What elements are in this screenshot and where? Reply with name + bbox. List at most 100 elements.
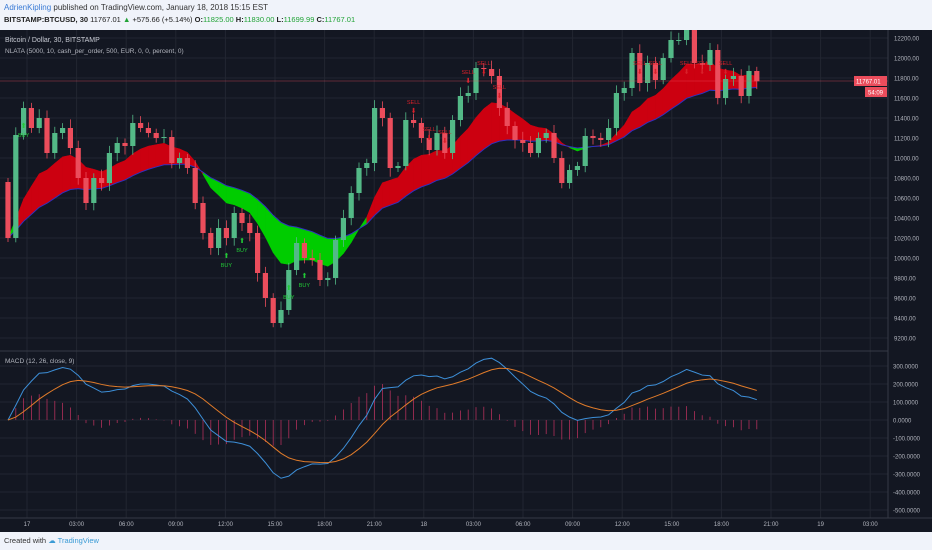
last-price-badge-text: 11767.01 xyxy=(856,80,881,86)
macd-title: MACD (12, 26, close, 9) xyxy=(5,358,74,365)
candle-up xyxy=(723,79,729,98)
sell-signal-label: SELL xyxy=(477,61,490,67)
open-value: 11825.00 xyxy=(202,15,234,24)
candle-up xyxy=(746,71,752,96)
price-tick-label: 11600.00 xyxy=(894,97,919,103)
candle-down xyxy=(559,158,565,183)
high-label: H: xyxy=(235,15,244,24)
arrow-up-icon: ⬆ xyxy=(301,272,307,280)
created-with: Created with xyxy=(4,536,47,545)
candle-down xyxy=(247,223,253,233)
macd-line xyxy=(7,357,757,479)
candle-up xyxy=(535,138,541,153)
candle-up xyxy=(348,193,354,218)
candle-up xyxy=(325,278,331,280)
sell-signal-label: SELL xyxy=(493,85,506,91)
arrow-down-icon: ⬇ xyxy=(426,134,432,142)
price-tick-label: 12000.00 xyxy=(894,57,920,63)
chart-canvas[interactable]: ⬆BUY⬆BUY⬆BUY⬆BUY⬆BUY⬇SELL⬇SELL⬇SELL⬇SELL… xyxy=(0,30,932,532)
candle-down xyxy=(520,140,526,143)
high-value: 11830.00 xyxy=(243,15,275,24)
candle-up xyxy=(629,53,635,88)
band-segment-bear xyxy=(389,177,399,206)
sell-signal-label: SELL xyxy=(461,70,474,76)
band-segment-bear xyxy=(116,160,126,183)
candle-down xyxy=(598,138,604,140)
buy-signal-label: BUY xyxy=(236,248,248,254)
macd-pane xyxy=(7,357,758,479)
candle-up xyxy=(395,166,401,168)
arrow-down-icon: ⬇ xyxy=(637,68,643,76)
arrow-down-icon: ⬇ xyxy=(652,68,658,76)
candle-down xyxy=(691,30,697,63)
candle-up xyxy=(13,135,19,238)
author-link[interactable]: AdrienKipling xyxy=(4,3,52,12)
band-segment-bear xyxy=(382,179,391,209)
candle-down xyxy=(44,118,50,153)
candle-down xyxy=(208,233,214,248)
candle-down xyxy=(590,136,596,138)
axes[interactable]: 12200.00 12000.00 11800.00 11600.00 11400.00… xyxy=(24,37,921,529)
candle-down xyxy=(169,137,175,163)
candle-down xyxy=(28,108,34,128)
candle-down xyxy=(738,76,744,96)
candle-up xyxy=(668,40,674,58)
footer: Created with ☁ TradingView xyxy=(4,536,99,545)
candle-down xyxy=(426,138,432,150)
band-segment-bull xyxy=(280,221,290,265)
candle-up xyxy=(676,40,682,41)
band-segment-bear xyxy=(647,94,656,123)
candle-down xyxy=(83,178,89,203)
time-tick-label: 15:00 xyxy=(267,522,283,528)
open-label: O: xyxy=(194,15,203,24)
candle-down xyxy=(99,178,105,183)
arrow-up-icon: ⬆ xyxy=(239,237,245,245)
candle-down xyxy=(715,50,721,98)
signals: ⬆BUY⬆BUY⬆BUY⬆BUY⬆BUY⬇SELL⬇SELL⬇SELL⬇SELL… xyxy=(18,61,732,301)
macd-tick-label: -500.0000 xyxy=(893,509,921,515)
candle-down xyxy=(223,228,229,238)
band-segment-bull xyxy=(226,185,235,206)
strategy-title: NLATA (5000, 10, cash_per_order, 500, EU… xyxy=(5,48,184,55)
time-tick-label: 09:00 xyxy=(565,522,581,528)
candle-up xyxy=(403,120,409,166)
time-tick-label: 06:00 xyxy=(119,522,135,528)
candle-down xyxy=(379,108,385,118)
band-segment-bear xyxy=(38,169,48,208)
price-tick-label: 10400.00 xyxy=(894,217,920,223)
candle-down xyxy=(317,260,323,280)
candle-up xyxy=(177,158,183,163)
tradingview-link[interactable]: TradingView xyxy=(57,536,99,545)
candle-up xyxy=(684,30,690,40)
candle-up xyxy=(130,123,136,146)
band-segment-bear xyxy=(155,142,165,168)
close-value: 11767.01 xyxy=(324,15,356,24)
band-segment-bear xyxy=(491,102,500,145)
candle-up xyxy=(278,310,284,323)
candle-down xyxy=(489,69,495,76)
candle-up xyxy=(730,76,736,79)
band-segment-bear xyxy=(421,153,430,188)
macd-tick-label: -300.0000 xyxy=(893,473,921,479)
price-change: +575.66 (+5.14%) xyxy=(132,15,193,24)
arrow-up-icon: ⬆ xyxy=(286,284,292,292)
published-text: published on TradingView.com, January 18… xyxy=(53,3,269,12)
candle-up xyxy=(613,93,619,128)
macd-tick-label: 100.0000 xyxy=(893,401,919,407)
buy-signal-label: BUY xyxy=(18,133,30,139)
candle-up xyxy=(372,108,378,163)
time-tick-label: 19 xyxy=(817,522,824,528)
candle-up xyxy=(707,50,713,65)
time-tick-label: 17 xyxy=(24,522,31,528)
band-segment-bear xyxy=(140,145,149,173)
band-segment-bear xyxy=(62,154,71,194)
time-tick-label: 09:00 xyxy=(168,522,184,528)
symbol: BITSTAMP:BTCUSD, 30 xyxy=(4,15,89,24)
band-segment-bear xyxy=(413,154,422,192)
candle-up xyxy=(606,128,612,140)
candle-up xyxy=(106,153,112,183)
candle-down xyxy=(528,143,534,153)
sell-signal-label: SELL xyxy=(649,61,662,67)
arrow-down-icon: ⬇ xyxy=(699,68,705,76)
candle-down xyxy=(637,53,643,83)
